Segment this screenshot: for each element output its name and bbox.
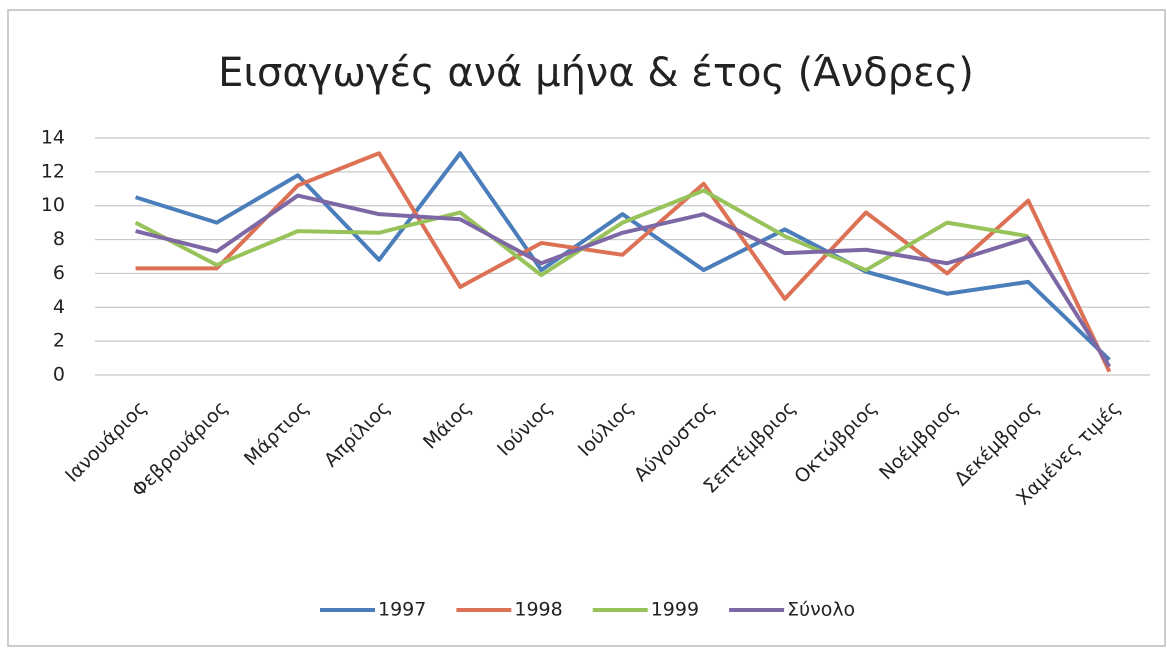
y-tick-label: 10 xyxy=(41,194,65,216)
y-tick-label: 4 xyxy=(53,296,65,318)
y-tick-label: 2 xyxy=(53,330,65,352)
legend-label: 1998 xyxy=(514,599,562,621)
y-tick-label: 12 xyxy=(41,160,65,182)
y-tick-label: 8 xyxy=(53,228,65,250)
legend-label: Σύνολο xyxy=(787,599,855,621)
y-tick-label: 0 xyxy=(53,364,65,386)
series-line xyxy=(134,151,1111,362)
y-tick-label: 6 xyxy=(53,262,65,284)
legend-label: 1997 xyxy=(378,599,426,621)
series-line xyxy=(135,193,1112,368)
legend-label: 1999 xyxy=(651,599,699,621)
chart-border xyxy=(7,9,1166,647)
series-line xyxy=(135,151,1112,373)
chart-title: Εισαγωγές ανά μήνα & έτος (Άνδρες) xyxy=(218,50,974,96)
y-tick-label: 14 xyxy=(41,127,65,149)
